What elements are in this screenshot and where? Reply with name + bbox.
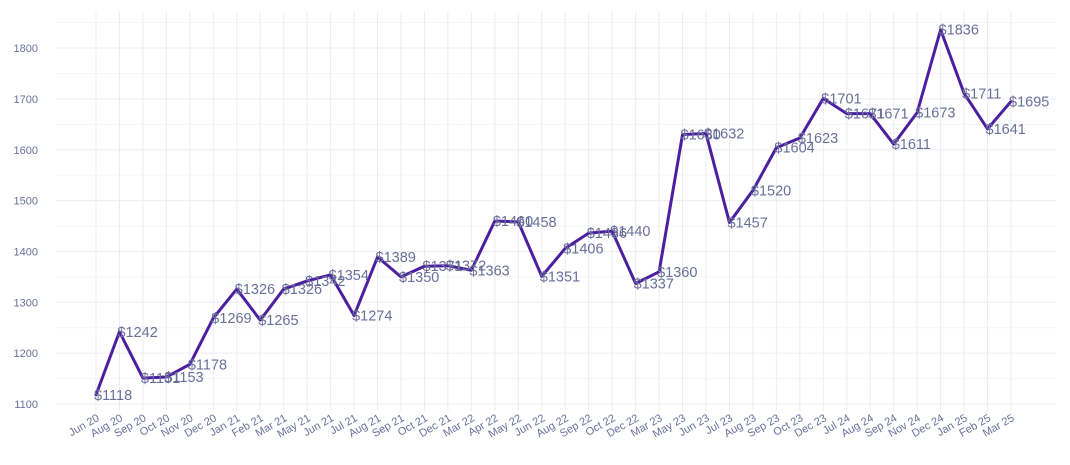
data-label: $1351	[540, 269, 580, 285]
data-labels: $1118 $1242 $1151$1153$1178 $1269 $1326 $1265…	[94, 23, 1049, 404]
series-line	[94, 28, 1013, 397]
data-label: $1458	[516, 215, 556, 231]
data-label: $1118	[94, 388, 132, 404]
data-label: $1350	[399, 270, 439, 286]
data-label: $1406	[563, 241, 603, 257]
data-label: $1457	[727, 215, 767, 231]
y-tick-label: 1600	[14, 145, 38, 157]
data-label: $1354	[329, 268, 369, 284]
y-tick-label: 1200	[14, 348, 38, 360]
data-label: $1623	[798, 131, 838, 147]
data-label: $1460	[493, 214, 533, 230]
data-label: $1326	[282, 282, 322, 298]
grid	[56, 12, 1056, 411]
data-label: $1265	[258, 313, 298, 329]
data-label: $1326	[235, 282, 275, 298]
data-label: $1632	[704, 126, 744, 142]
data-label: $1695	[1009, 94, 1049, 110]
y-tick-label: 1500	[14, 196, 38, 208]
y-tick-label: 1700	[14, 94, 38, 106]
data-label: $1611	[892, 137, 931, 153]
data-label: $1671	[845, 107, 885, 123]
data-label: $1673	[915, 106, 955, 122]
data-label: $1520	[751, 183, 791, 199]
data-label: $1641	[986, 122, 1026, 138]
data-label: $1389	[376, 250, 416, 266]
data-label: $1436	[587, 226, 627, 242]
y-tick-label: 1100	[14, 399, 38, 411]
data-label: $1630	[681, 127, 721, 143]
y-tick-label: 1300	[14, 297, 38, 309]
data-label: $1836	[939, 23, 979, 39]
data-label: $1371	[422, 259, 462, 275]
data-label: $1337	[634, 276, 674, 292]
data-label: $1372	[446, 259, 486, 275]
y-axis: 1100 1200 1300 1400 1500 1600 1700 1800	[14, 43, 38, 411]
data-label: $1604	[774, 141, 814, 157]
y-tick-label: 1800	[14, 43, 38, 55]
data-label: $1269	[211, 311, 251, 327]
data-label: $1151	[141, 371, 180, 387]
data-label: $1363	[469, 263, 509, 279]
data-label: $1671	[868, 107, 908, 123]
data-label: $1242	[117, 325, 157, 341]
data-label: $1711	[962, 86, 1001, 102]
data-label: $1153	[164, 370, 203, 386]
y-tick-label: 1400	[14, 246, 38, 258]
data-label: $1274	[352, 309, 392, 325]
data-label: $1440	[610, 224, 650, 240]
data-label: $1701	[821, 91, 861, 107]
data-label: $1360	[657, 265, 697, 281]
data-label: $1178	[188, 357, 227, 373]
data-label: $1342	[305, 274, 345, 290]
